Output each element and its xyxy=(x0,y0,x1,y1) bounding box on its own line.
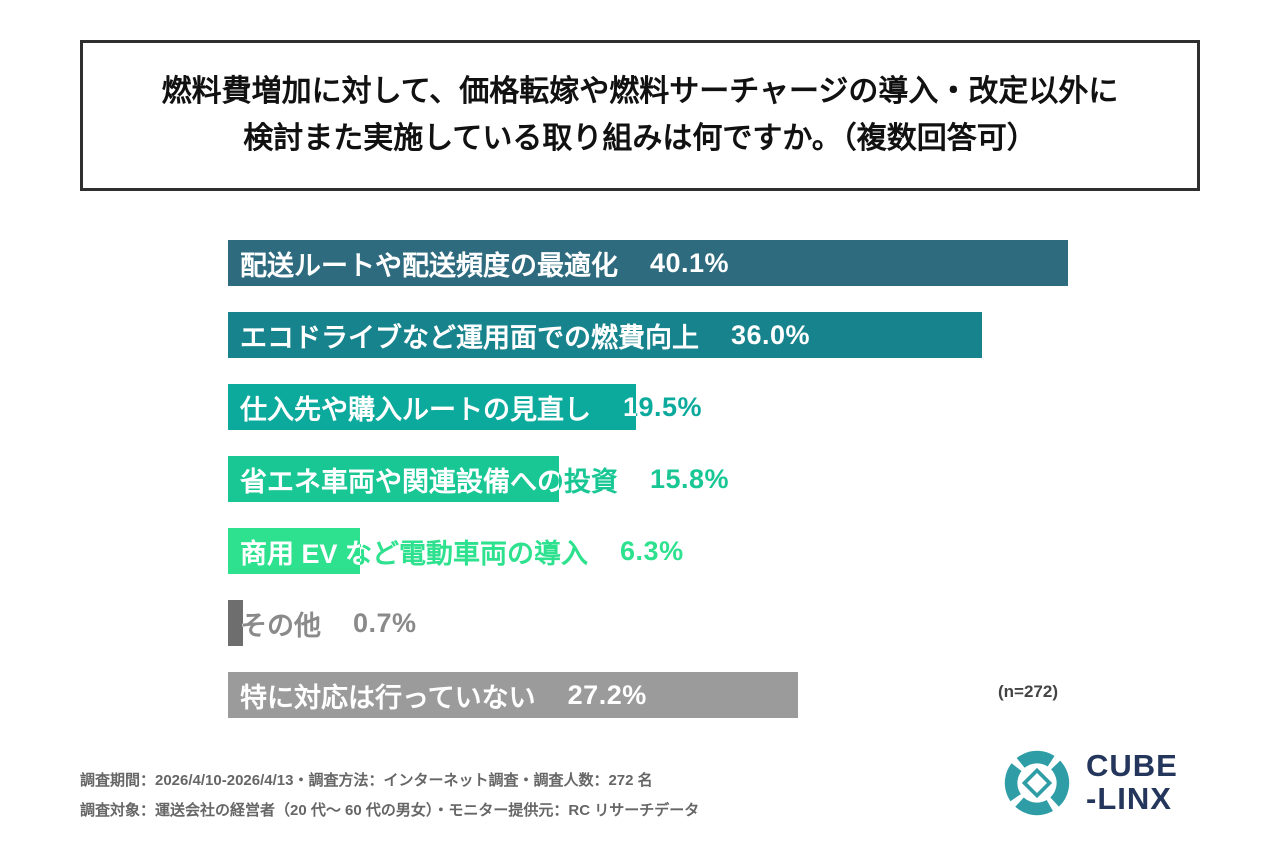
bar-value-label: 19.5% xyxy=(623,391,637,422)
bar-row: 省エネ車両や関連設備への投資15.8% 省エネ車両や関連設備への投資15.8% xyxy=(228,456,1068,502)
survey-question-title: 燃料費増加に対して、価格転嫁や燃料サーチャージの導入・改定以外に 検討また実施し… xyxy=(80,40,1200,191)
bar-category-label: 仕入先や購入ルートの見直し xyxy=(240,394,591,425)
bar-label: 省エネ車両や関連設備への投資15.8% xyxy=(228,456,559,502)
footer-line-1: 調査期間：2026/4/10-2026/4/13・調査方法：インターネット調査・… xyxy=(80,772,653,789)
footer-line-2: 調査対象：運送会社の経営者（20 代〜 60 代の男女）・モニター提供元：RC … xyxy=(80,802,700,819)
title-line-1: 燃料費増加に対して、価格転嫁や燃料サーチャージの導入・改定以外に xyxy=(161,75,1119,108)
bar-label-overflow: その他 0.7% xyxy=(228,600,417,646)
bar-row: 仕入先や購入ルートの見直し 19.5% 仕入先や購入ルートの見直し 19.5% xyxy=(228,384,1068,430)
bar-category-label: 省エネ車両や関連設備への投資 xyxy=(240,466,559,497)
bar: 配送ルートや配送頻度の最適化 40.1% xyxy=(228,240,1068,286)
bar-category-label: 商用 EV など電動車両の導入 xyxy=(240,538,360,569)
bar: 仕入先や購入ルートの見直し 19.5% xyxy=(228,384,637,430)
title-line-2: 検討また実施している取り組みは何ですか。（複数回答可） xyxy=(243,121,1037,155)
bar-category-label: 配送ルートや配送頻度の最適化 xyxy=(240,250,618,281)
survey-meta-footer: 調査期間：2026/4/10-2026/4/13・調査方法：インターネット調査・… xyxy=(80,766,699,826)
bar-label: 特に対応は行っていない 27.2% xyxy=(228,672,798,718)
bar-value-label: 40.1% xyxy=(650,247,730,278)
logo-text-line-1: CUBE xyxy=(1086,748,1178,784)
bar: エコドライブなど運用面での燃費向上 36.0% xyxy=(228,312,983,358)
bar: 特に対応は行っていない 27.2% xyxy=(228,672,798,718)
bar: 省エネ車両や関連設備への投資15.8% xyxy=(228,456,559,502)
bar-value-label: 6.3% xyxy=(620,535,684,566)
bar-row: 特に対応は行っていない 27.2% 特に対応は行っていない 27.2% xyxy=(228,672,1068,718)
cubelinx-logo: CUBE -LINX xyxy=(1000,746,1178,820)
logo-text-line-2: -LINX xyxy=(1086,781,1172,816)
bar-value-label: 0.7% xyxy=(353,607,417,638)
cubelinx-logo-text: CUBE -LINX xyxy=(1086,750,1178,815)
bar-row: エコドライブなど運用面での燃費向上 36.0% エコドライブなど運用面での燃費向上… xyxy=(228,312,1068,358)
bar-value-label: 36.0% xyxy=(731,319,811,350)
bar-label: 配送ルートや配送頻度の最適化 40.1% xyxy=(228,240,1068,286)
bar-category-label: その他 xyxy=(240,610,321,641)
bar-category-label: その他 xyxy=(240,604,243,643)
bar-category-label: 特に対応は行っていない xyxy=(240,682,536,713)
cubelinx-logo-icon xyxy=(1004,750,1070,816)
bar-label: 仕入先や購入ルートの見直し 19.5% xyxy=(228,384,636,430)
sample-size-note: (n=272) xyxy=(998,682,1058,701)
bar-value-label: 27.2% xyxy=(567,679,647,710)
bar-category-label: エコドライブなど運用面での燃費向上 xyxy=(240,322,699,353)
bar-chart: 配送ルートや配送頻度の最適化 40.1% 配送ルートや配送頻度の最適化 40.1% … xyxy=(228,240,1068,744)
bar-row: 配送ルートや配送頻度の最適化 40.1% 配送ルートや配送頻度の最適化 40.1% xyxy=(228,240,1068,286)
bar-value-label: 15.8% xyxy=(650,463,730,494)
bar-label: エコドライブなど運用面での燃費向上 36.0% xyxy=(228,312,982,358)
